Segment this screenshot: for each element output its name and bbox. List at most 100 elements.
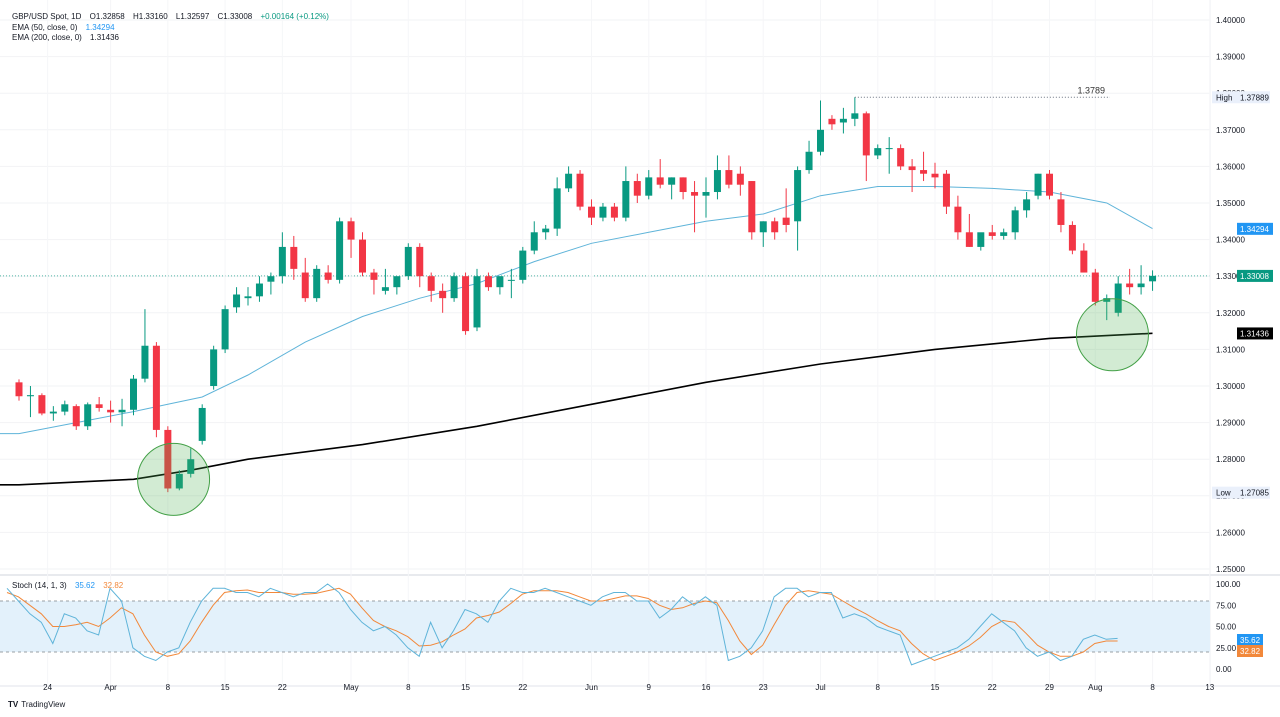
candle-body	[633, 181, 641, 196]
candle-body	[1057, 199, 1065, 225]
candle-body	[759, 221, 767, 233]
candle-body	[38, 395, 46, 414]
candle-body	[1103, 298, 1111, 302]
open-value: O1.32858	[89, 12, 125, 21]
price-tick-label: 1.30000	[1216, 382, 1245, 391]
stoch-tick-label: 0.00	[1216, 665, 1232, 674]
time-tick-label: 15	[931, 683, 940, 692]
tradingview-logo[interactable]: TV TradingView	[8, 700, 65, 709]
candle-body	[15, 382, 23, 397]
ema50-line	[0, 186, 1153, 435]
candle-body	[736, 173, 744, 185]
candle-body	[851, 113, 859, 119]
candle	[1000, 228, 1008, 240]
candle	[553, 177, 561, 236]
candle-body	[152, 345, 160, 430]
time-tick-label: 22	[278, 683, 287, 692]
candle-body	[393, 276, 401, 288]
candle	[679, 177, 687, 200]
candle	[84, 402, 92, 430]
candle-body	[908, 166, 916, 171]
candle	[839, 107, 847, 134]
candle-body	[61, 404, 69, 412]
candle	[782, 188, 790, 233]
candle-body	[668, 177, 676, 185]
candle	[198, 404, 206, 445]
candle	[404, 243, 412, 280]
candle-body	[1000, 232, 1008, 236]
candle-body	[1091, 272, 1099, 302]
candle-body	[290, 246, 298, 269]
time-tick-label: Jun	[585, 683, 598, 692]
candle	[130, 375, 137, 416]
candle	[645, 170, 653, 200]
candle	[942, 170, 950, 214]
candle	[908, 159, 916, 193]
candle	[862, 111, 870, 182]
candle	[427, 272, 435, 302]
symbol-legend[interactable]: GBP/USD Spot, 1D O1.32858 H1.33160 L1.32…	[12, 12, 329, 21]
candle	[885, 137, 893, 174]
candle-body	[988, 232, 996, 236]
candle	[817, 100, 824, 156]
candle-body	[965, 232, 973, 247]
candle	[977, 232, 985, 251]
candle	[931, 162, 939, 189]
candle	[15, 379, 23, 401]
stoch-legend-d: 32.82	[103, 581, 124, 590]
candle	[484, 272, 492, 291]
candle-body	[496, 276, 504, 288]
time-tick-label: 22	[518, 683, 527, 692]
candle	[828, 115, 836, 130]
candle	[381, 268, 389, 295]
candle	[462, 272, 470, 335]
candle-body	[645, 177, 653, 196]
candle	[954, 195, 962, 240]
candle	[221, 305, 229, 354]
candle	[1046, 170, 1053, 200]
stoch-legend[interactable]: Stoch (14, 1, 3) 35.62 32.82	[12, 581, 123, 590]
candle	[736, 166, 744, 196]
time-axis[interactable]: 24 Apr 8 15 22 May 8 15 22 Jun 9 16 23 Jul 8 15 22 29 Aug 8…	[43, 683, 1215, 692]
price-tick-label: 1.34000	[1216, 236, 1245, 245]
stoch-legend-k: 35.62	[74, 581, 95, 590]
candle-body	[347, 221, 355, 240]
candle-body	[233, 294, 241, 308]
candle	[965, 213, 973, 247]
candle-body	[255, 283, 263, 297]
candle-body	[370, 272, 378, 280]
candle	[1023, 192, 1031, 218]
candle-body	[610, 206, 618, 218]
candle-body	[84, 404, 92, 427]
candle	[588, 199, 595, 225]
price-tick-label: 1.28000	[1216, 455, 1245, 464]
candle-body	[244, 296, 252, 299]
stoch-lines	[6, 583, 1118, 666]
candle-body	[141, 345, 149, 379]
candle	[72, 404, 80, 430]
time-tick-label: May	[343, 683, 358, 692]
highlight-circles	[137, 298, 1149, 516]
candle	[1080, 243, 1088, 273]
candle	[771, 217, 779, 240]
ema200-legend[interactable]: EMA (200, close, 0) 1.31436	[12, 33, 119, 42]
candle-body	[885, 148, 893, 150]
candle-body	[874, 148, 882, 156]
high-tag-value: 1.37889	[1240, 93, 1269, 102]
candle-body	[1034, 173, 1042, 196]
ema50-tag: 1.34294	[1237, 222, 1273, 235]
ema200-tag: 1.31436	[1237, 327, 1273, 340]
candle	[1034, 173, 1042, 200]
time-tick-label: 29	[1045, 683, 1054, 692]
candle	[1137, 265, 1145, 295]
candle	[439, 283, 447, 313]
candle-body	[1068, 224, 1076, 251]
candle-body	[1114, 283, 1122, 313]
candle-body	[622, 181, 630, 218]
time-tick-label: Apr	[104, 683, 117, 692]
candle	[107, 400, 115, 423]
stoch-d-tag-value: 32.82	[1240, 647, 1261, 656]
candle-body	[553, 188, 561, 229]
ema50-legend[interactable]: EMA (50, close, 0) 1.34294	[12, 23, 115, 32]
